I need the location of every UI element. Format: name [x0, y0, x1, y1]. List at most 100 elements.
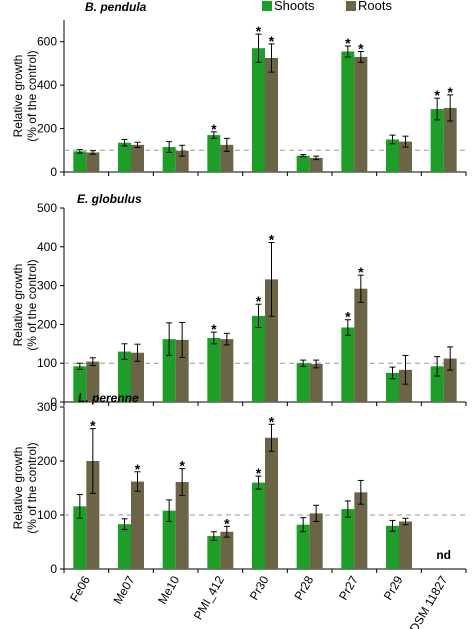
bar-shoots-pr27: [341, 51, 355, 172]
bar-roots-pmi_412: [220, 339, 234, 402]
panel-title: B. pendula: [85, 0, 147, 14]
significance-star: *: [358, 264, 364, 280]
bar-shoots-pr27: [341, 509, 355, 569]
bar-roots-pr29: [399, 369, 412, 402]
x-tick-label: Pr29: [381, 573, 406, 602]
significance-star: *: [269, 33, 275, 49]
bar-roots-pr27: [354, 56, 368, 172]
bar-roots-me10: [175, 339, 189, 402]
legend: Shoots Roots: [262, 0, 392, 13]
y-tick-label: 200: [37, 122, 57, 136]
bar-shoots-me07: [118, 351, 131, 402]
bar-shoots-me10: [162, 510, 176, 569]
y-axis-label: Relative growth: [11, 55, 25, 138]
significance-star: *: [135, 461, 141, 477]
y-tick-label: 100: [37, 356, 57, 370]
significance-star: *: [256, 293, 262, 309]
significance-star: *: [358, 40, 364, 56]
bar-roots-fe06: [86, 361, 100, 402]
significance-star: *: [434, 87, 440, 103]
bar-shoots-me10: [162, 147, 176, 172]
bar-shoots-pr30: [252, 482, 265, 569]
bar-shoots-pr28: [296, 155, 310, 172]
y-tick-label: 200: [37, 317, 57, 331]
bar-shoots-fe06: [73, 366, 87, 402]
x-tick-label: Pr30: [247, 573, 272, 602]
bar-shoots-pmi_412: [207, 337, 221, 402]
bar-roots-pr28: [309, 363, 323, 402]
x-tick-label: Me10: [155, 573, 182, 606]
bar-shoots-fe06: [73, 506, 87, 569]
bar-roots-pr27: [354, 492, 368, 569]
bar-roots-me10: [175, 482, 189, 569]
y-tick-label: 400: [37, 78, 57, 92]
y-tick-label: 0: [50, 165, 57, 179]
bar-shoots-pr30: [252, 48, 265, 172]
bar-roots-dsm-11827: [443, 107, 457, 172]
bar-roots-pr27: [354, 288, 368, 402]
significance-star: *: [179, 458, 185, 474]
not-determined-label: nd: [436, 548, 451, 562]
significance-star: *: [90, 418, 96, 434]
bar-roots-me07: [131, 352, 144, 402]
significance-star: *: [224, 515, 230, 531]
bar-shoots-me10: [162, 339, 176, 402]
x-tick-label: Fe06: [67, 573, 93, 604]
panel-title: E. globulus: [77, 192, 142, 206]
x-tick-label: DSM 11827: [407, 573, 451, 629]
bar-shoots-pmi_412: [207, 536, 221, 569]
x-tick-label: PMI_412: [191, 573, 227, 622]
bar-roots-me07: [131, 144, 144, 172]
bar-shoots-pr27: [341, 327, 355, 402]
significance-star: *: [447, 84, 453, 100]
bar-shoots-pr29: [386, 525, 399, 569]
bar-roots-dsm-11827: [443, 358, 457, 402]
y-tick-label: 200: [37, 454, 57, 468]
y-axis-label: Relative growth: [11, 447, 25, 530]
bar-shoots-pr30: [252, 315, 265, 402]
bar-roots-pr30: [265, 437, 278, 569]
bar-shoots-pr29: [386, 372, 399, 402]
bar-roots-pr30: [265, 58, 278, 172]
bar-roots-me10: [175, 150, 189, 172]
y-tick-label: 400: [37, 240, 57, 254]
panel-2: L. perenne Relative growth (% of the contr…: [11, 391, 467, 576]
panel-0: B. pendula Relative growth (% of the contr…: [11, 0, 467, 179]
significance-star: *: [211, 321, 217, 337]
significance-star: *: [345, 309, 351, 325]
bar-shoots-pr29: [386, 139, 399, 172]
y-tick-label: 100: [37, 508, 57, 522]
bar-shoots-pmi_412: [207, 135, 221, 172]
bar-shoots-me07: [118, 142, 131, 172]
significance-star: *: [269, 232, 275, 248]
y-axis-label: (% of the control): [25, 259, 39, 350]
y-tick-label: 500: [37, 201, 57, 215]
bar-roots-pmi_412: [220, 531, 234, 569]
legend-swatch-shoots: [262, 1, 272, 11]
y-tick-label: 300: [37, 400, 57, 414]
y-tick-label: 0: [50, 395, 57, 409]
bar-roots-pr29: [399, 521, 412, 569]
category-labels: Fe06 Me07 Me10 PMI_412 Pr30 Pr28 Pr27 Pr29 DSM 1…: [67, 573, 450, 629]
significance-star: *: [256, 23, 262, 39]
y-axis-label: (% of the control): [25, 50, 39, 141]
bar-shoots-pr28: [296, 524, 310, 569]
significance-star: *: [269, 413, 275, 429]
y-tick-label: 600: [37, 35, 57, 49]
bar-shoots-pr28: [296, 363, 310, 402]
x-tick-label: Pr28: [291, 573, 316, 602]
bar-roots-me07: [131, 481, 144, 569]
bar-shoots-dsm-11827: [430, 109, 444, 172]
bar-roots-pmi_412: [220, 144, 234, 172]
significance-star: *: [211, 121, 217, 137]
panel-1: E. globulus Relative growth (% of the cont…: [11, 192, 467, 409]
x-tick-label: Pr27: [336, 573, 361, 602]
bar-roots-pr28: [309, 157, 323, 172]
y-axis-label: (% of the control): [25, 442, 39, 533]
bar-shoots-dsm-11827: [430, 366, 444, 402]
bar-roots-fe06: [86, 152, 100, 172]
bar-roots-fe06: [86, 461, 100, 569]
significance-star: *: [345, 35, 351, 51]
bar-roots-pr30: [265, 279, 278, 402]
